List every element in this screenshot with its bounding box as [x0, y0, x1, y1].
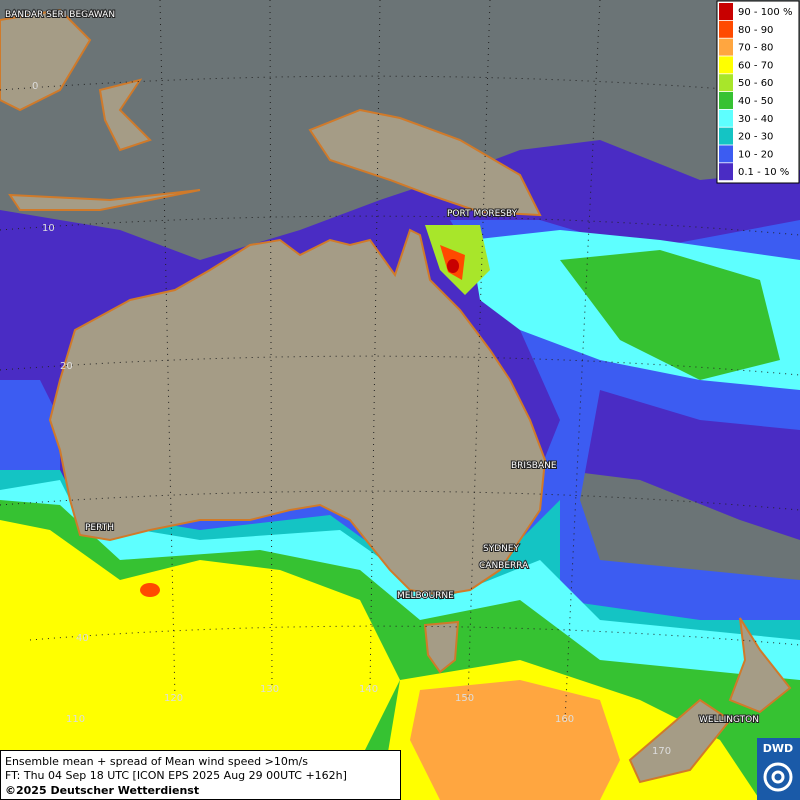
grid-label: 20: [60, 361, 73, 372]
legend-swatch: [719, 38, 733, 56]
nz-north: [728, 617, 792, 714]
footer: Ensemble mean + spread of Mean wind spee…: [0, 750, 401, 800]
legend-label: 10 - 20: [738, 149, 773, 160]
legend-swatch: [719, 163, 733, 181]
grid-label: 170: [652, 746, 671, 757]
land: [0, 8, 792, 784]
graticule: [0, 0, 800, 721]
legend-label: 60 - 70: [738, 60, 773, 71]
australia: [48, 228, 547, 597]
place-label: WELLINGTON: [699, 715, 759, 725]
zone-cape-red: [447, 259, 459, 273]
legend-swatch: [719, 109, 733, 127]
legend-swatch: [719, 20, 733, 38]
legend-swatch: [719, 56, 733, 74]
footer-text: Ensemble mean + spread of Mean wind spee…: [5, 755, 308, 768]
grid-label: 140: [359, 684, 378, 695]
logo: DWD: [757, 738, 800, 800]
grid-label: 40: [76, 633, 89, 644]
legend-label: 0.1 - 10 %: [738, 167, 789, 178]
legend-label: 40 - 50: [738, 96, 773, 107]
footer-box: [0, 750, 401, 800]
zone-orange: [410, 680, 620, 800]
logo-icon: [763, 762, 793, 792]
legend-swatch: [719, 127, 733, 145]
legend-swatch: [719, 92, 733, 109]
place-labels: BANDAR SERI BEGAWAN PORT MORESBY BRISBAN…: [4, 9, 760, 726]
lesser-sunda: [8, 189, 201, 211]
sulawesi: [98, 78, 152, 152]
legend-swatch: [719, 74, 733, 92]
grid-labels: 0 10 20 40 110 120 130 140 150 160 170: [32, 81, 671, 757]
place-label: BANDAR SERI BEGAWAN: [5, 10, 115, 20]
zone-green-east: [560, 250, 780, 380]
place-label: PERTH: [85, 523, 114, 533]
logo-icon: [771, 770, 785, 784]
nz-south: [628, 698, 732, 784]
place-label: MELBOURNE: [397, 591, 454, 601]
footer-text: ©2025 Deutscher Wetterdienst: [5, 784, 199, 797]
grid-line: [564, 0, 601, 721]
grid-label: 120: [164, 693, 183, 704]
grid-label: 110: [66, 714, 85, 725]
grid-label: 10: [42, 223, 55, 234]
tasmania: [423, 620, 460, 674]
grid-label: 0: [32, 81, 38, 92]
legend-label: 50 - 60: [738, 78, 773, 89]
legend-label: 80 - 90: [738, 25, 773, 36]
borneo: [0, 8, 92, 112]
zone-orange-patch: [140, 583, 160, 597]
legend-label: 20 - 30: [738, 132, 773, 143]
zone-yellow: [0, 520, 400, 800]
grid-label: 130: [260, 684, 279, 695]
legend-label: 70 - 80: [738, 43, 773, 54]
logo-text: DWD: [763, 742, 793, 755]
footer-text: FT: Thu 04 Sep 18 UTC [ICON EPS 2025 Aug…: [5, 769, 347, 782]
legend-swatch: [719, 145, 733, 163]
legend-label: 30 - 40: [738, 114, 773, 125]
legend-swatch: [719, 3, 733, 20]
grid-label: 150: [455, 693, 474, 704]
place-label: PORT MORESBY: [447, 209, 518, 219]
place-label: CANBERRA: [479, 561, 529, 571]
legend: 90 - 100 % 80 - 90 70 - 80 60 - 70 50 - 60 40…: [716, 0, 800, 184]
legend-label: 90 - 100 %: [738, 7, 792, 18]
new-guinea: [308, 108, 542, 217]
grid-label: 160: [555, 714, 574, 725]
place-label: SYDNEY: [483, 544, 520, 554]
place-label: BRISBANE: [511, 461, 557, 471]
